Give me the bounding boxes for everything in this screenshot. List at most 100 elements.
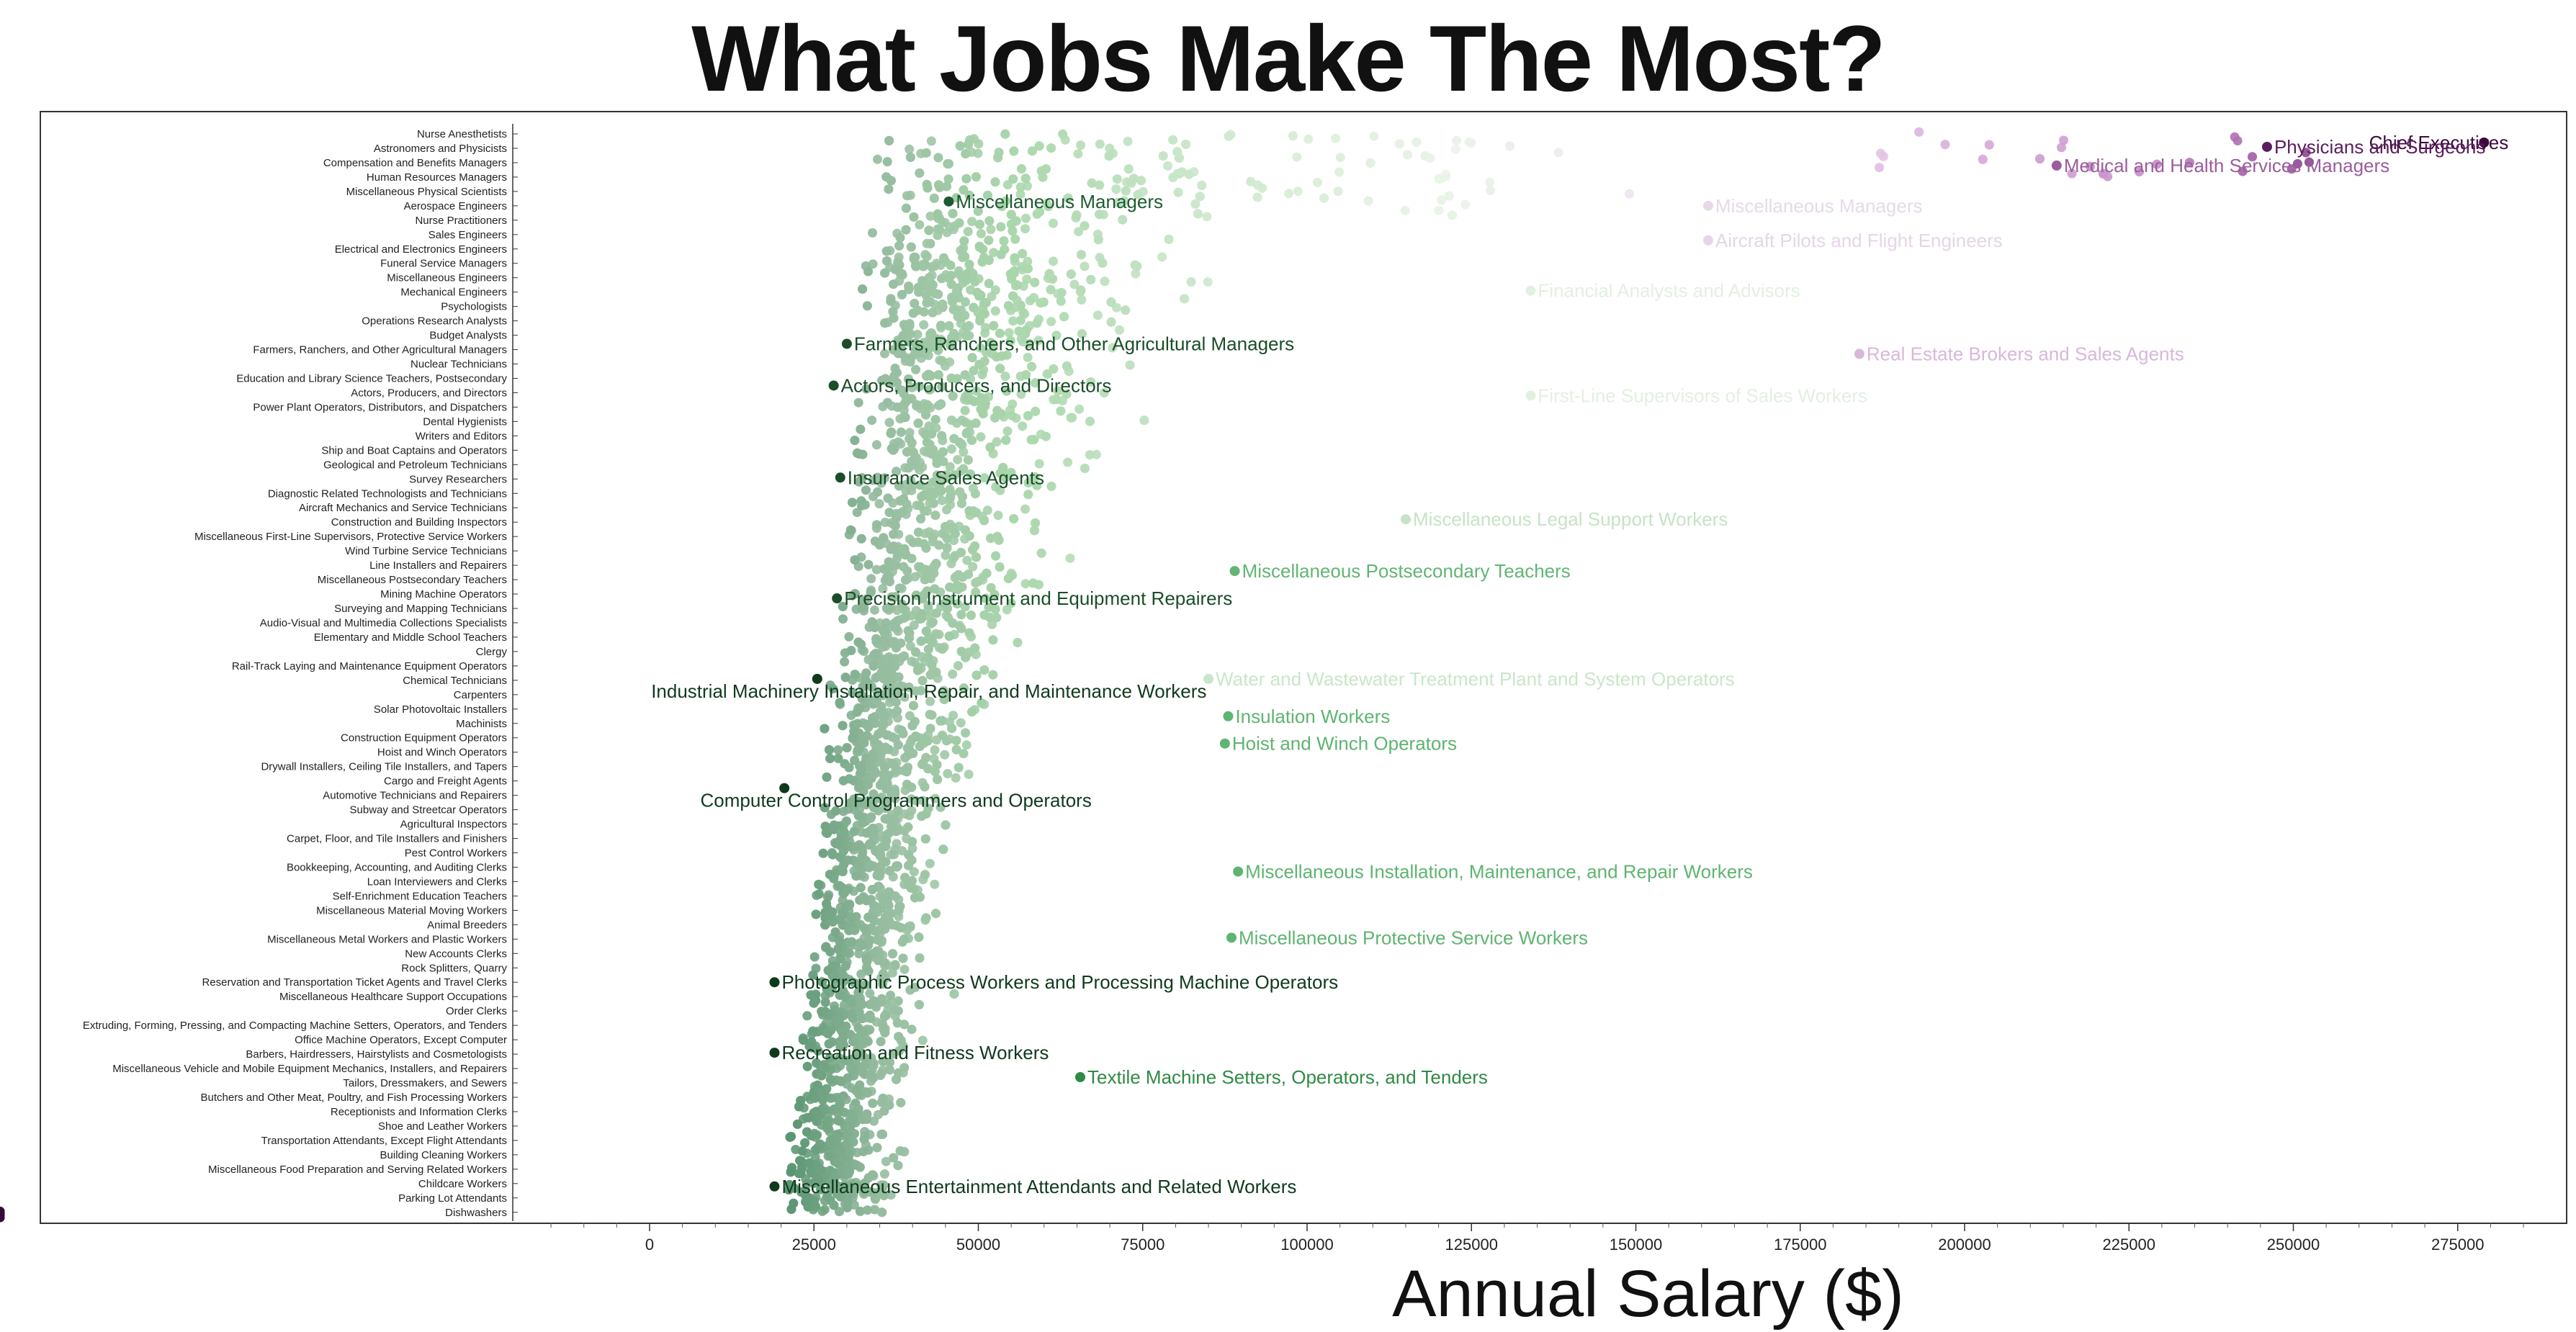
annotated-point	[769, 1181, 780, 1192]
scatter-point	[843, 1189, 853, 1200]
scatter-point	[1130, 260, 1140, 270]
scatter-point	[917, 462, 928, 472]
scatter-point	[1246, 176, 1256, 186]
annotation-label: First-Line Supervisors of Sales Workers	[1538, 384, 1867, 406]
scatter-point	[825, 1166, 835, 1176]
scatter-point	[1113, 197, 1123, 207]
annotated-point	[1400, 514, 1411, 525]
scatter-point	[918, 758, 928, 768]
scatter-point	[1437, 195, 1447, 205]
y-tick-label: Human Resources Managers	[367, 171, 507, 184]
y-tick-label: Mining Machine Operators	[380, 588, 507, 600]
annotated-point	[832, 593, 843, 604]
scatter-point	[857, 851, 867, 861]
scatter-point	[833, 753, 843, 763]
scatter-point	[2301, 148, 2311, 158]
scatter-point	[872, 870, 882, 881]
scatter-point	[909, 448, 919, 458]
scatter-point	[985, 442, 995, 452]
scatter-point	[930, 745, 940, 755]
scatter-point	[823, 1124, 833, 1133]
scatter-point	[938, 644, 948, 654]
scatter-point	[1108, 343, 1118, 353]
scatter-point	[889, 1004, 899, 1014]
scatter-point	[835, 936, 845, 946]
y-tick-label: Farmers, Ranchers, and Other Agricultura…	[253, 344, 507, 356]
scatter-point	[879, 533, 889, 543]
scatter-point	[1104, 151, 1114, 161]
scatter-point	[886, 1190, 896, 1200]
scatter-point	[923, 344, 933, 354]
scatter-point	[863, 1088, 873, 1098]
scatter-point	[959, 236, 969, 246]
scatter-point	[932, 459, 942, 468]
y-tick-label: Diagnostic Related Technologists and Tec…	[268, 487, 507, 500]
scatter-point	[1197, 181, 1207, 190]
y-tick-label: Electrical and Electronics Engineers	[335, 243, 507, 256]
scatter-point	[1015, 300, 1026, 310]
scatter-point	[889, 529, 899, 539]
scatter-point	[840, 672, 851, 683]
scatter-point	[1184, 169, 1194, 179]
scatter-point	[910, 893, 920, 903]
x-tick-label: 275000	[2431, 1236, 2484, 1254]
scatter-point	[1125, 360, 1135, 370]
scatter-point	[992, 613, 1002, 623]
scatter-point	[901, 480, 911, 490]
scatter-point	[862, 301, 872, 311]
annotation-label: Computer Control Programmers and Operato…	[701, 790, 1092, 811]
y-tick-label: Sales Engineers	[428, 229, 507, 241]
scatter-point	[941, 820, 951, 830]
scatter-point	[1121, 186, 1131, 196]
scatter-point	[884, 901, 894, 911]
scatter-point	[967, 217, 977, 227]
scatter-point	[870, 1205, 879, 1215]
scatter-point	[911, 796, 921, 806]
annotation-label: Miscellaneous Managers	[1715, 195, 1923, 217]
scatter-point	[1066, 269, 1076, 279]
annotation-label: Miscellaneous Entertainment Attendants a…	[781, 1176, 1296, 1197]
y-tick-label: Transportation Attendants, Except Flight…	[261, 1135, 507, 1147]
scatter-point	[2248, 152, 2257, 162]
scatter-point	[859, 923, 869, 933]
scatter-point	[898, 507, 908, 517]
scatter-point	[979, 473, 989, 483]
scatter-point	[1006, 598, 1016, 608]
scatter-point	[827, 850, 838, 860]
y-tick-label: Hoist and Winch Operators	[377, 747, 507, 759]
scatter-point	[859, 1053, 869, 1063]
scatter-point	[822, 772, 832, 782]
scatter-point	[834, 1146, 844, 1156]
scatter-point	[969, 397, 979, 407]
scatter-point	[961, 174, 971, 184]
scatter-point	[891, 560, 901, 570]
scatter-point	[959, 447, 969, 457]
scatter-point	[901, 225, 911, 235]
scatter-point	[1027, 361, 1037, 372]
scatter-point	[900, 550, 910, 560]
x-tick-label: 250000	[2267, 1236, 2320, 1254]
y-tick-label: Power Plant Operators, Distributors, and…	[253, 401, 507, 413]
scatter-point	[830, 971, 840, 981]
scatter-point	[907, 721, 917, 731]
scatter-point	[894, 1032, 904, 1042]
scatter-point	[858, 940, 868, 950]
scatter-point	[818, 848, 828, 858]
scatter-point	[1139, 415, 1149, 426]
scatter-point	[871, 649, 881, 659]
scatter-point	[1066, 413, 1076, 423]
scatter-point	[905, 921, 915, 931]
y-tick-label: Reservation and Transportation Ticket Ag…	[202, 976, 507, 989]
scatter-point	[889, 541, 899, 552]
scatter-point	[1984, 140, 1994, 150]
y-tick-label: Bookkeeping, Accounting, and Auditing Cl…	[287, 861, 507, 873]
y-tick-label: Budget Analysts	[429, 330, 507, 342]
scatter-point	[1056, 296, 1066, 306]
y-tick-label: Animal Breeders	[427, 919, 507, 931]
scatter-point	[857, 473, 867, 483]
scatter-point	[931, 909, 941, 919]
scatter-point	[882, 256, 892, 266]
scatter-point	[896, 923, 906, 932]
scatter-point	[891, 697, 901, 707]
